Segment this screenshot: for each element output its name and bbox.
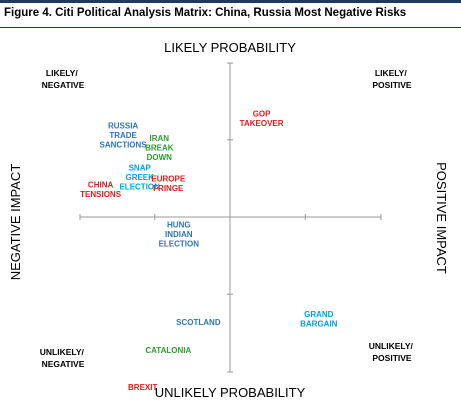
point-label-line: GRAND: [304, 310, 334, 319]
point-label-line: EUROPE: [151, 174, 185, 183]
point-label-line: ELECTION: [159, 240, 200, 249]
point-label-catalonia: CATALONIA: [145, 346, 191, 355]
point-label-line: IRAN: [150, 134, 170, 143]
point-label-line: GOP: [253, 109, 271, 118]
point-label-snap-greek-election: SNAP GREEK ELECTION: [119, 163, 160, 191]
point-label-europe-fringe: EUROPE FRINGE: [151, 174, 185, 193]
point-label-line: SANCTIONS: [100, 141, 148, 150]
point-label-iran-break-down: IRAN BREAK DOWN: [145, 134, 174, 162]
point-label-line: CATALONIA: [145, 346, 191, 355]
quadrant-label-top-left: LIKELY/ NEGATIVE: [42, 68, 85, 90]
axis-label-right: POSITIVE IMPACT: [434, 162, 449, 274]
point-label-line: DOWN: [147, 153, 173, 162]
point-label-line: SNAP: [129, 163, 152, 172]
axis-label-top: LIKELY PROBABILITY: [164, 40, 296, 55]
point-label-line: GREEK: [125, 173, 154, 182]
point-label-line: BREXIT: [128, 383, 157, 392]
point-label-line: CHINA: [88, 180, 114, 189]
axis-label-bottom: UNLIKELY PROBABILITY: [155, 385, 306, 400]
point-label-brexit: BREXIT: [128, 383, 157, 392]
point-label-line: BREAK: [145, 144, 174, 153]
point-label-grand-bargain: GRAND BARGAIN: [300, 310, 338, 329]
point-label-gop-takeover: GOP TAKEOVER: [240, 109, 284, 128]
point-label-russia-trade-sanctions: RUSSIA TRADE SANCTIONS: [100, 122, 148, 150]
point-label-scotland: SCOTLAND: [176, 318, 221, 327]
point-label-line: TAKEOVER: [240, 119, 284, 128]
point-label-line: BARGAIN: [300, 320, 338, 329]
point-label-hung-indian-election: HUNG INDIAN ELECTION: [159, 221, 200, 249]
point-label-line: HUNG: [167, 221, 191, 230]
point-label-line: SCOTLAND: [176, 318, 221, 327]
point-label-line: TENSIONS: [80, 190, 122, 199]
point-label-line: ELECTION: [119, 182, 160, 191]
top-rule: [0, 0, 461, 3]
point-label-line: RUSSIA: [108, 122, 138, 131]
quadrant-label-bottom-right: UNLIKELY/ POSITIVE: [369, 341, 415, 363]
quadrant-label-top-right: LIKELY/ POSITIVE: [372, 68, 412, 90]
axis-label-left: NEGATIVE IMPACT: [8, 164, 23, 281]
quadrant-label-bottom-left: UNLIKELY/ NEGATIVE: [40, 347, 86, 369]
point-label-line: TRADE: [109, 131, 137, 140]
title-rule: [0, 27, 461, 28]
figure-title: Figure 4. Citi Political Analysis Matrix…: [4, 7, 407, 19]
point-label-line: FRINGE: [153, 184, 184, 193]
point-label-china-tensions: CHINA TENSIONS: [80, 180, 122, 199]
point-label-line: INDIAN: [165, 230, 193, 239]
axes-layer: [79, 62, 382, 373]
